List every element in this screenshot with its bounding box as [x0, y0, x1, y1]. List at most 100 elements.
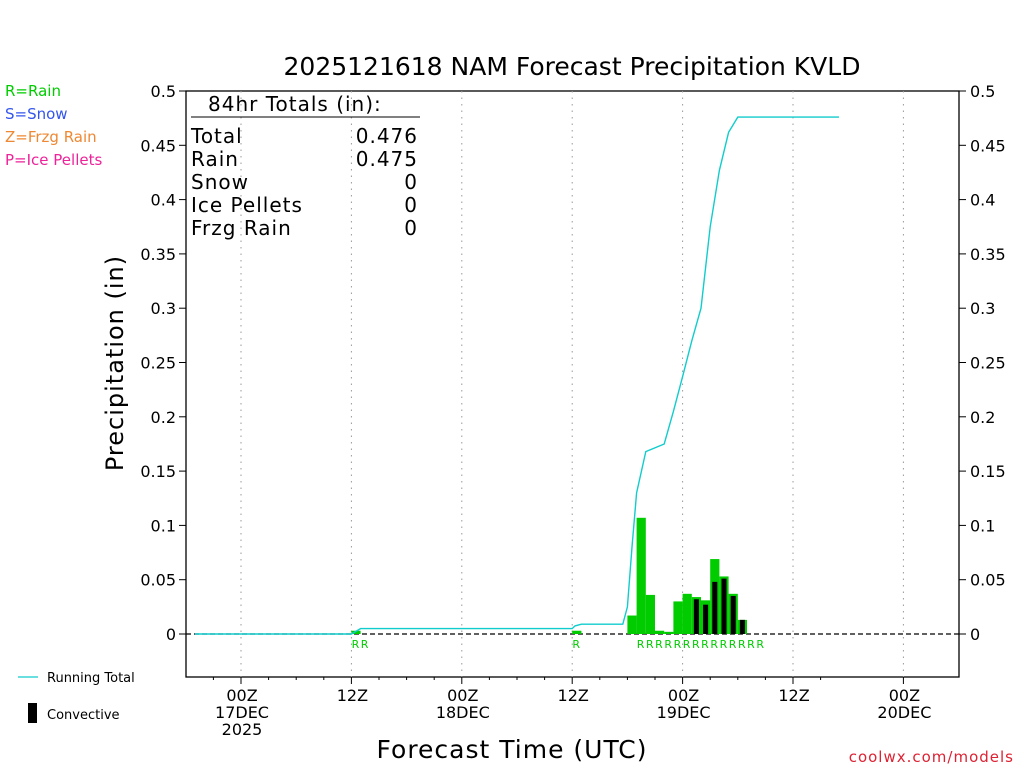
running-total-legend-label: Running Total	[47, 671, 135, 686]
ptype-label: R	[637, 638, 645, 651]
y-tick-label-right: 0.35	[970, 245, 1006, 264]
y-axis: 0 00.05 0.050.1 0.10.15 0.150.2 0.20.25 0.250.…	[140, 82, 1005, 644]
x-tick-label: 17DEC	[215, 703, 269, 722]
totals-row-value: 0	[404, 193, 418, 217]
credit-text: coolwx.com/models	[849, 748, 1014, 766]
y-tick-label-left: 0.35	[140, 245, 176, 264]
convective-bar	[730, 595, 736, 634]
gridlines	[186, 91, 959, 677]
ptype-label: R	[701, 638, 709, 651]
ptype-legend-item: Z=Frzg Rain	[5, 128, 97, 146]
precip-bar	[636, 517, 646, 634]
precip-bar	[682, 593, 692, 634]
y-tick-label-right: 0.5	[970, 82, 995, 101]
convective-bar	[693, 599, 699, 634]
precip-bar	[655, 630, 665, 634]
y-tick-label-left: 0.05	[140, 571, 176, 590]
ptype-label: R	[572, 638, 580, 651]
ptype-label: R	[738, 638, 746, 651]
y-tick-label-left: 0.45	[140, 136, 176, 155]
convective-swatch	[28, 703, 37, 723]
convective-bars	[693, 578, 745, 634]
x-tick-label: 00Z	[447, 686, 478, 705]
x-tick-label: 00Z	[889, 686, 920, 705]
precip-bar	[627, 615, 637, 634]
precip-bar	[673, 601, 683, 634]
y-tick-label-left: 0.2	[151, 408, 176, 427]
ptype-label: R	[756, 638, 764, 651]
convective-bar	[721, 578, 727, 634]
running-total-line	[195, 116, 839, 635]
ptype-label: R	[720, 638, 728, 651]
ptype-label: R	[747, 638, 755, 651]
running-total-line	[195, 116, 839, 635]
x-tick-label: 18DEC	[436, 703, 490, 722]
y-tick-label-right: 0.1	[970, 516, 995, 535]
ptype-label: R	[692, 638, 700, 651]
precip-bars	[351, 517, 747, 634]
precip-bar	[664, 631, 674, 634]
x-tick-label: 12Z	[778, 686, 809, 705]
y-tick-label-left: 0.25	[140, 354, 176, 373]
x-axis-label: Forecast Time (UTC)	[377, 735, 648, 764]
y-axis-label: Precipitation (in)	[101, 255, 129, 471]
x-tick-label: 12Z	[558, 686, 589, 705]
x-tick-label: 19DEC	[657, 703, 711, 722]
chart-title: 2025121618 NAM Forecast Precipitation KV…	[284, 52, 861, 81]
y-tick-label-right: 0	[970, 625, 980, 644]
ptype-label: R	[729, 638, 737, 651]
convective-legend-label: Convective	[47, 708, 120, 723]
ptype-legend: R=Rain S=Snow Z=Frzg Rain P=Ice Pellets	[5, 82, 102, 169]
ptype-legend-item: S=Snow	[5, 105, 68, 123]
totals-row-value: 0	[404, 216, 418, 240]
y-tick-label-left: 0.15	[140, 462, 176, 481]
ptype-legend-item: P=Ice Pellets	[5, 151, 102, 169]
precip-bar	[572, 630, 582, 634]
ptype-label: R	[655, 638, 663, 651]
precip-bar	[645, 594, 655, 634]
ptype-label: R	[683, 638, 691, 651]
totals-header: 84hr Totals (in):	[208, 92, 382, 116]
ptype-label: R	[361, 638, 369, 651]
y-tick-label-right: 0.15	[970, 462, 1006, 481]
ptype-label: R	[352, 638, 360, 651]
totals-row-value: 0.475	[356, 147, 418, 171]
totals-row-value: 0.476	[356, 124, 418, 148]
x-tick-label: 2025	[222, 720, 263, 739]
totals-row-value: 0	[404, 170, 418, 194]
y-tick-label-right: 0.45	[970, 136, 1006, 155]
convective-bar	[703, 604, 709, 634]
x-tick-label: 00Z	[226, 686, 257, 705]
totals-row-label: Rain	[191, 147, 239, 171]
y-tick-label-right: 0.4	[970, 191, 995, 210]
totals-row-label: Frzg Rain	[191, 216, 292, 240]
ptype-label: R	[710, 638, 718, 651]
precip-bar	[351, 630, 361, 634]
y-tick-label-right: 0.25	[970, 354, 1006, 373]
ptype-label: R	[664, 638, 672, 651]
y-tick-label-right: 0.2	[970, 408, 995, 427]
x-tick-label: 20DEC	[877, 703, 931, 722]
ptype-label: R	[646, 638, 654, 651]
y-tick-label-left: 0	[166, 625, 176, 644]
totals-row-label: Snow	[191, 170, 249, 194]
x-tick-label: 00Z	[668, 686, 699, 705]
totals-box: 84hr Totals (in): Total 0.476 Rain 0.475 Snow…	[190, 92, 420, 240]
series-legend: Running Total Convective	[18, 671, 135, 723]
y-tick-label-right: 0.3	[970, 299, 995, 318]
y-tick-label-right: 0.05	[970, 571, 1006, 590]
x-tick-label: 12Z	[337, 686, 368, 705]
ptype-label: R	[674, 638, 682, 651]
convective-bar	[739, 619, 745, 634]
y-tick-label-left: 0.1	[151, 516, 176, 535]
y-tick-label-left: 0.3	[151, 299, 176, 318]
totals-row-label: Total	[190, 124, 243, 148]
totals-row-label: Ice Pellets	[191, 193, 303, 217]
convective-bar	[712, 581, 718, 634]
y-tick-label-left: 0.4	[151, 191, 176, 210]
y-tick-label-left: 0.5	[151, 82, 176, 101]
ptype-legend-item: R=Rain	[5, 82, 61, 100]
